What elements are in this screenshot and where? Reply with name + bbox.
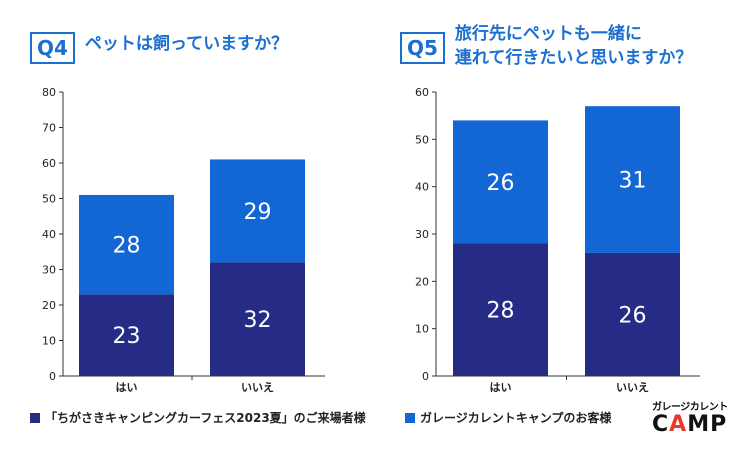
chart-q5-bar-series-a-0 — [453, 243, 548, 376]
chart-q4-data-label-series-a-1: 32 — [244, 308, 272, 333]
legend-label-series-a: 「ちがさきキャンピングカーフェス2023夏」のご来場者様 — [45, 411, 366, 425]
chart-q4-y-tick-label: 60 — [42, 157, 56, 170]
q4-badge: Q4 — [30, 32, 75, 64]
chart-q4-y-tick-label: 30 — [42, 264, 56, 277]
chart-q5-y-tick-label: 60 — [415, 86, 429, 99]
chart-q4-y-tick-label: 10 — [42, 335, 56, 348]
chart-q4-y-tick-label: 40 — [42, 228, 56, 241]
chart-q5-bar-series-a-1 — [585, 252, 680, 376]
chart-q5-category-label-1: いいえ — [616, 381, 649, 394]
chart-q4-data-label-series-b-0: 28 — [113, 234, 141, 259]
chart-q4-bar-series-b-1 — [210, 159, 305, 263]
chart-q5-y-tick-label: 40 — [415, 181, 429, 194]
chart-q4-data-label-series-b-1: 29 — [244, 200, 272, 225]
chart-q5-y-tick-label: 30 — [415, 228, 429, 241]
garage-current-camp-logo: ガレージカレント CAMP — [652, 398, 744, 437]
legend-label-series-b: ガレージカレントキャンプのお客様 — [420, 411, 612, 425]
legend-item-series-a: 「ちがさきキャンピングカーフェス2023夏」のご来場者様 — [30, 409, 366, 426]
legend-swatch-series-a — [30, 412, 40, 423]
chart-q5-y-tick-label: 10 — [415, 323, 429, 336]
chart-q5-data-label-series-a-0: 28 — [487, 299, 515, 324]
legend-swatch-series-b — [405, 412, 415, 423]
chart-q5-y-tick-label: 20 — [415, 275, 429, 288]
logo-main-text: CAMP — [652, 412, 728, 437]
chart-q4-bar-series-a-0 — [79, 294, 174, 376]
chart-q4-category-label-1: いいえ — [241, 381, 274, 394]
chart-q5-y-tick-label: 0 — [422, 370, 429, 383]
chart-q4-bar-series-b-0 — [79, 194, 174, 295]
chart-q5-bar-series-b-1 — [585, 106, 680, 253]
chart-q5-data-label-series-b-1: 31 — [619, 169, 647, 194]
logo-top-text: ガレージカレント — [652, 402, 728, 413]
chart-q4-y-tick-label: 70 — [42, 122, 56, 135]
q5-title: 旅行先にペットも一緒に 連れて行きたいと思いますか？ — [454, 24, 693, 68]
q5-badge: Q5 — [400, 32, 445, 64]
chart-q5-y-tick-label: 50 — [415, 133, 429, 146]
legend-item-series-b: ガレージカレントキャンプのお客様 — [405, 409, 611, 426]
chart-q5-bar-series-b-0 — [453, 120, 548, 244]
chart-q4-y-tick-label: 20 — [42, 299, 56, 312]
chart-q5-data-label-series-b-0: 26 — [487, 171, 515, 196]
q4-title: ペットは飼っていますか？ — [84, 34, 289, 54]
chart-q4-bar-series-a-1 — [210, 262, 305, 376]
chart-q5-data-label-series-a-1: 26 — [619, 303, 647, 328]
chart-q4-y-tick-label: 80 — [42, 86, 56, 99]
chart-q4-category-label-0: はい — [116, 381, 138, 394]
q5-header: Q5 旅行先にペットも一緒に 連れて行きたいと思いますか？ — [400, 22, 692, 70]
chart-q4-y-tick-label: 0 — [49, 370, 56, 383]
chart-q5-category-label-0: はい — [490, 381, 512, 394]
q4-header: Q4 ペットは飼っていますか？ — [30, 32, 288, 64]
chart-q4-data-label-series-a-0: 23 — [113, 324, 141, 349]
chart-q4-y-tick-label: 50 — [42, 193, 56, 206]
